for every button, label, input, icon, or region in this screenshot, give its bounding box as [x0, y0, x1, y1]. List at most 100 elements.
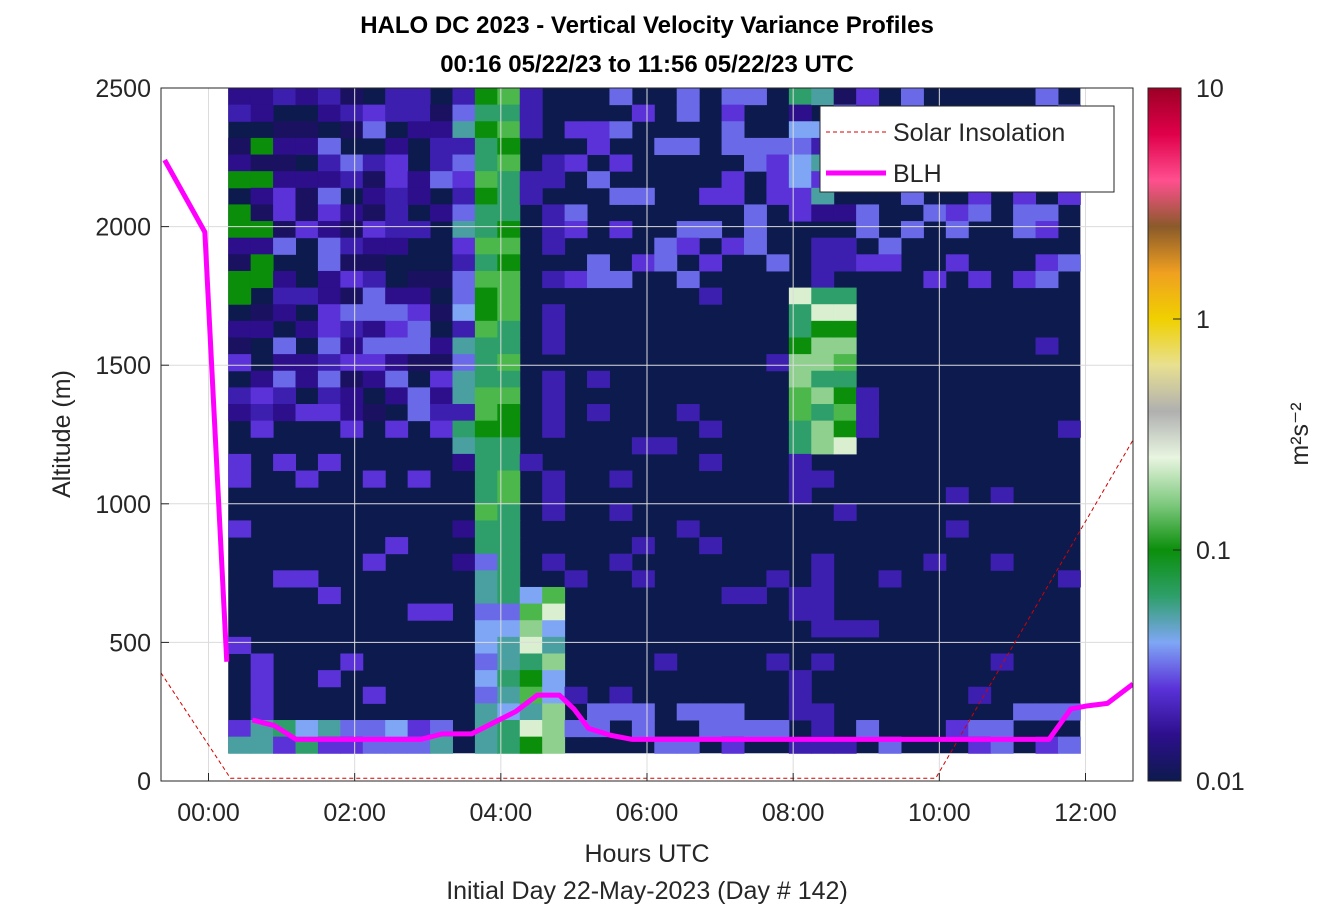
colorbar-tick-label: 1: [1196, 306, 1210, 334]
heatmap-cell: [676, 88, 700, 106]
heatmap-cell: [497, 420, 521, 438]
heatmap-cell: [452, 237, 476, 255]
heatmap-cell: [497, 270, 521, 289]
heatmap-cell: [788, 137, 812, 156]
heatmap-cell: [587, 703, 610, 721]
heatmap-cell: [273, 204, 297, 222]
heatmap-cell: [519, 187, 543, 205]
heatmap-cell: [676, 520, 700, 538]
heatmap-cell: [766, 154, 790, 172]
heatmap-cell: [811, 570, 835, 588]
legend-blh-label: BLH: [893, 160, 942, 188]
heatmap-cell: [519, 736, 543, 754]
heatmap-cell: [676, 270, 700, 289]
heatmap-cell: [385, 354, 409, 372]
heatmap-cell: [900, 88, 924, 106]
heatmap-cell: [317, 270, 341, 289]
heatmap-cell: [385, 204, 409, 222]
heatmap-cell: [250, 237, 274, 255]
heatmap-cell: [833, 287, 857, 305]
heatmap-cell: [340, 204, 364, 222]
heatmap-cell: [654, 437, 678, 455]
heatmap-cell: [317, 670, 341, 688]
heatmap-cell: [631, 254, 655, 272]
heatmap-cell: [452, 270, 476, 289]
heatmap-cell: [474, 171, 498, 189]
heatmap-cell: [497, 503, 521, 521]
heatmap-cell: [542, 204, 566, 222]
heatmap-cell: [452, 387, 476, 405]
heatmap-cell: [228, 337, 252, 355]
heatmap-cell: [721, 720, 745, 738]
heatmap-cell: [273, 237, 297, 255]
heatmap-cell: [811, 653, 835, 671]
heatmap-cell: [340, 171, 364, 189]
heatmap-cell: [407, 287, 431, 305]
heatmap-cell: [430, 137, 453, 156]
heatmap-cell: [474, 187, 498, 205]
heatmap-cell: [788, 437, 812, 455]
heatmap-cell: [699, 254, 723, 272]
heatmap-cell: [317, 287, 341, 305]
heatmap-cell: [699, 720, 723, 738]
heatmap-cell: [721, 171, 745, 189]
heatmap-cell: [990, 487, 1014, 505]
heatmap-cell: [788, 370, 812, 388]
heatmap-cell: [542, 404, 566, 422]
heatmap-cell: [631, 720, 655, 738]
heatmap-cell: [340, 287, 364, 305]
heatmap-cell: [474, 653, 498, 671]
heatmap-cell: [699, 187, 723, 205]
heatmap-cell: [452, 320, 476, 338]
heatmap-cell: [676, 221, 700, 239]
heatmap-cell: [900, 221, 924, 239]
heatmap-cell: [519, 586, 543, 605]
heatmap-cell: [228, 204, 252, 222]
heatmap-cell: [362, 354, 386, 372]
heatmap-cell: [362, 686, 386, 704]
heatmap-cell: [766, 187, 790, 205]
heatmap-cell: [407, 337, 431, 355]
heatmap-cell: [317, 320, 341, 338]
heatmap-cell: [474, 520, 498, 538]
heatmap-cell: [474, 404, 498, 422]
heatmap-cell: [497, 137, 521, 156]
heatmap-cell: [788, 354, 812, 372]
heatmap-cell: [542, 586, 566, 605]
heatmap-cell: [542, 603, 566, 621]
heatmap-cell: [542, 320, 566, 338]
heatmap-cell: [430, 354, 453, 372]
heatmap-cell: [631, 570, 655, 588]
heatmap-cell: [474, 420, 498, 438]
heatmap-cell: [273, 171, 297, 189]
heatmap-cell: [228, 354, 252, 372]
heatmap-cell: [385, 137, 409, 156]
heatmap-cell: [721, 104, 745, 122]
colorbar-tick-label: 0.01: [1196, 768, 1245, 796]
heatmap-cell: [430, 603, 453, 621]
heatmap-cell: [273, 287, 297, 305]
heatmap-cell: [452, 453, 476, 472]
heatmap-cell: [878, 254, 902, 272]
heatmap-cell: [654, 653, 678, 671]
heatmap-cell: [385, 720, 409, 738]
heatmap-cell: [474, 686, 498, 704]
heatmap-cell: [474, 204, 498, 222]
heatmap-cell: [452, 104, 476, 122]
heatmap-cell: [1035, 703, 1059, 721]
heatmap-cell: [744, 237, 767, 255]
heatmap-cell: [273, 387, 297, 405]
heatmap-cell: [721, 137, 745, 156]
heatmap-cell: [317, 304, 341, 322]
heatmap-cell: [856, 420, 880, 438]
heatmap-cell: [228, 154, 252, 172]
heatmap-cell: [497, 736, 521, 754]
heatmap-cell: [788, 487, 812, 505]
heatmap-cell: [811, 304, 835, 322]
heatmap-cell: [833, 88, 857, 106]
heatmap-cell: [497, 304, 521, 322]
heatmap-cell: [519, 653, 543, 671]
heatmap-cell: [250, 187, 274, 205]
heatmap-cell: [923, 553, 947, 571]
heatmap-cell: [968, 204, 992, 222]
